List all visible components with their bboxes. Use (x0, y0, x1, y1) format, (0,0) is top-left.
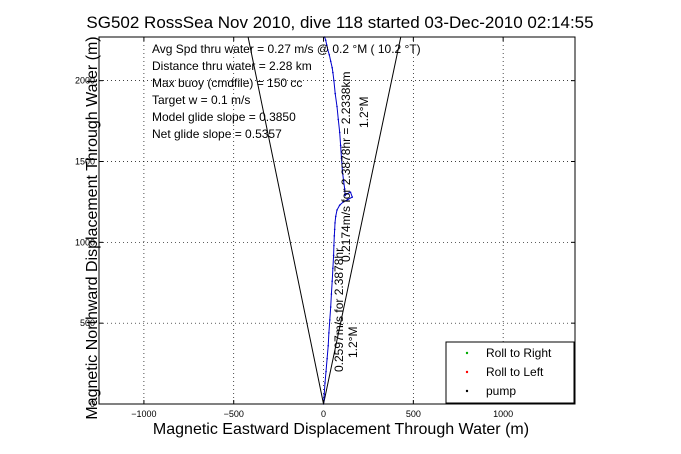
data-point (338, 131, 341, 134)
data-point (336, 105, 338, 108)
x-tick-labels: −1000 −500 0 500 1000 (131, 409, 513, 419)
cone-lines (247, 36, 402, 405)
legend: Roll to Right Roll to Left pump (445, 341, 575, 404)
series-line (323, 36, 353, 405)
data-point (343, 188, 346, 190)
data-point (329, 319, 331, 321)
y-tick-label: 0 (90, 399, 95, 409)
data-point (324, 39, 327, 42)
legend-marker (465, 370, 469, 374)
plot-frame (98, 36, 576, 405)
data-point (324, 382, 326, 384)
data-point (339, 144, 342, 147)
legend-items: Roll to Right Roll to Left pump (465, 346, 552, 398)
label-upper-track: 0.2174m/s for 2.3878hr = 2.2338km (339, 72, 353, 262)
annotation-distance: Distance thru water = 2.28 km (152, 59, 312, 73)
info-annotations: Avg Spd thru water = 0.27 m/s @ 0.2 °M (… (152, 42, 421, 141)
data-point (334, 222, 336, 224)
data-point (325, 370, 327, 373)
data-point (326, 357, 328, 360)
data-point (333, 79, 335, 82)
data-point (333, 244, 335, 247)
annotation-max-buoy: Max buoy (cmdfile) = 150 cc (152, 76, 302, 90)
data-point (346, 193, 348, 195)
data-point (332, 267, 334, 269)
y-tick-label: 1500 (75, 156, 95, 166)
x-tick-label: 0 (321, 409, 326, 419)
data-point (329, 60, 332, 63)
annotation-avg-speed: Avg Spd thru water = 0.27 m/s @ 0.2 °M (… (152, 42, 421, 56)
data-point (337, 118, 340, 121)
data-point (336, 209, 338, 211)
data-point (341, 170, 344, 172)
y-tick-labels: 0 500 1000 1500 2000 (75, 76, 95, 409)
data-point (342, 180, 345, 182)
data-point (333, 228, 336, 231)
cone-line (247, 36, 325, 405)
data-point (333, 235, 336, 237)
x-tick-label: 1000 (493, 409, 513, 419)
y-tick-label: 500 (80, 318, 95, 328)
cone-line (323, 36, 402, 405)
data-point (328, 53, 331, 56)
data-point (349, 191, 352, 194)
data-point (327, 344, 329, 347)
series-layer (322, 36, 354, 405)
data-point (332, 254, 335, 257)
data-point (323, 393, 326, 396)
x-axis-label: Magnetic Eastward Displacement Through W… (153, 421, 529, 438)
legend-marker (465, 351, 469, 355)
data-point (338, 204, 341, 206)
data-point (330, 293, 333, 295)
chart-title: SG502 RossSea Nov 2010, dive 118 started… (86, 13, 593, 32)
y-tick-label: 1000 (75, 237, 95, 247)
data-point (325, 44, 328, 46)
x-tick-label: −500 (224, 409, 244, 419)
legend-label: Roll to Left (486, 365, 544, 379)
label-lower-track: 0.2597m/s for 2.3878hr (332, 248, 346, 372)
annotation-net-glide: Net glide slope = 0.5357 (152, 127, 282, 141)
y-tick-label: 2000 (75, 76, 95, 86)
legend-marker (465, 389, 469, 393)
data-point (351, 196, 354, 198)
label-lower-heading: 1.2°M (346, 327, 360, 358)
data-point (331, 66, 333, 69)
data-point (342, 201, 345, 203)
data-point (346, 198, 349, 201)
ticks (99, 37, 575, 405)
data-point (327, 49, 329, 51)
annotation-model-glide: Model glide slope = 0.3850 (152, 110, 296, 124)
x-tick-label: 500 (406, 409, 421, 419)
data-point (334, 215, 337, 218)
data-point (328, 332, 330, 334)
x-tick-label: −1000 (131, 409, 156, 419)
y-axis-label: Magnetic Northward Displacement Through … (84, 36, 101, 419)
data-point (329, 306, 332, 308)
legend-label: Roll to Right (486, 346, 552, 360)
data-point (344, 194, 346, 197)
data-point (334, 92, 337, 95)
data-point (331, 280, 333, 282)
annotation-target-w: Target w = 0.1 m/s (152, 93, 250, 107)
data-point (332, 71, 334, 74)
label-upper-heading: 1.2°M (357, 97, 371, 128)
legend-label: pump (486, 384, 516, 398)
data-point (340, 157, 343, 160)
